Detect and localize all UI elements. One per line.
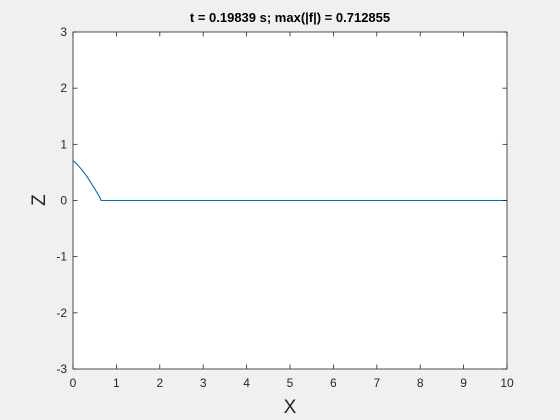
x-tick-label: 2	[156, 376, 163, 390]
x-tick-label: 9	[460, 376, 467, 390]
y-tick-label: -2	[56, 306, 67, 320]
x-tick-label: 5	[287, 376, 294, 390]
series-line-0	[72, 160, 507, 202]
chart-title: t = 0.19839 s; max(|f|) = 0.712855	[190, 10, 390, 25]
x-axis-label: X	[284, 397, 297, 418]
x-axis-ticks: 0 1 2 3 4 5 6 7 8 9 10	[70, 32, 514, 390]
x-tick-label: 0	[70, 376, 77, 390]
y-axis-ticks: -3 -2 -1 0 1 2 3	[56, 25, 507, 376]
x-tick-label: 1	[113, 376, 120, 390]
y-tick-label: 1	[60, 137, 67, 151]
y-tick-label: -1	[56, 250, 67, 264]
y-axis-label: Z	[29, 194, 50, 206]
x-tick-label: 7	[373, 376, 380, 390]
x-tick-label: 3	[200, 376, 207, 390]
y-tick-label: 3	[60, 25, 67, 39]
x-tick-label: 10	[500, 376, 514, 390]
y-tick-label: -3	[56, 362, 67, 376]
x-tick-label: 6	[330, 376, 337, 390]
series-layer	[72, 160, 507, 202]
x-tick-label: 8	[417, 376, 424, 390]
x-tick-label: 4	[243, 376, 250, 390]
y-tick-label: 2	[60, 81, 67, 95]
y-tick-label: 0	[60, 194, 67, 208]
